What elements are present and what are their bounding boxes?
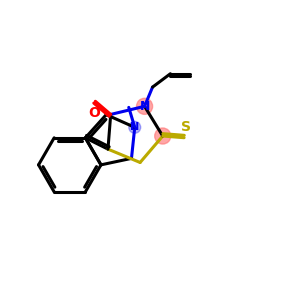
Text: S: S [181,120,190,134]
Circle shape [129,122,141,133]
Circle shape [155,128,171,144]
Text: N: N [140,100,150,113]
Circle shape [136,98,153,114]
Text: N: N [130,122,140,132]
Text: O: O [88,106,100,120]
